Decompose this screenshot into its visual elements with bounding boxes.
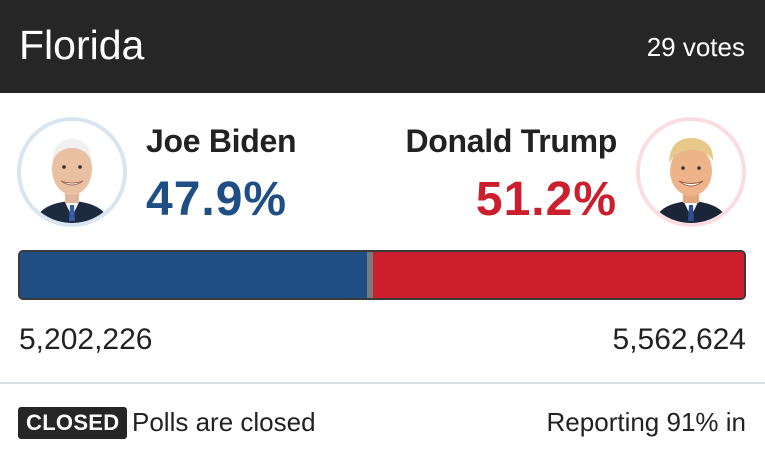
electoral-votes: 29 votes <box>646 32 745 62</box>
trump-vote-count: 5,562,624 <box>612 323 746 356</box>
divider <box>0 382 765 384</box>
vote-share-bar <box>18 250 746 300</box>
state-header: Florida 29 votes <box>0 0 765 93</box>
other-share-segment <box>366 252 374 298</box>
biden-share-segment <box>20 252 367 298</box>
trump-share-segment <box>373 252 744 298</box>
biden-name: Joe Biden <box>146 123 297 159</box>
biden-percent: 47.9% <box>146 173 288 226</box>
trump-name: Donald Trump <box>405 123 617 159</box>
status-badge: CLOSED <box>18 407 128 439</box>
candidate-portrait-icon <box>640 121 742 223</box>
state-name: Florida <box>19 22 145 68</box>
reporting-status: Reporting 91% in <box>546 407 746 437</box>
biden-avatar <box>17 117 127 227</box>
polls-status-text: Polls are closed <box>132 407 316 437</box>
biden-vote-count: 5,202,226 <box>19 323 153 356</box>
trump-percent: 51.2% <box>475 173 617 226</box>
candidate-portrait-icon <box>21 121 123 223</box>
trump-avatar <box>636 117 746 227</box>
